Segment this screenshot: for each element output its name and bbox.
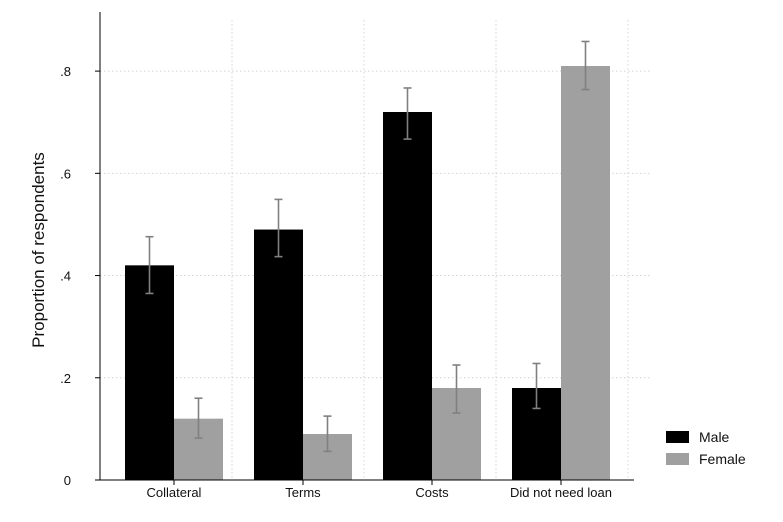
error-bars xyxy=(145,40,590,453)
y-axis-title: Proportion of respondents xyxy=(29,152,48,348)
legend-label-male: Male xyxy=(699,429,730,445)
x-tick-label: Costs xyxy=(415,485,449,500)
legend: Male Female xyxy=(666,429,746,467)
legend-swatch-male xyxy=(666,431,689,443)
bar-female-3 xyxy=(561,66,610,480)
legend-swatch-female xyxy=(666,453,689,465)
bar-male-1 xyxy=(254,229,303,480)
bars xyxy=(125,66,610,480)
y-tick-label: .8 xyxy=(60,64,71,79)
y-tick-label: .2 xyxy=(60,371,71,386)
axes: 0 .2 .4 .6 .8 Collateral Terms Costs Did not nee… xyxy=(60,12,634,500)
x-tick-label: Terms xyxy=(285,485,321,500)
legend-label-female: Female xyxy=(699,451,746,467)
y-tick-label: .6 xyxy=(60,166,71,181)
bar-male-0 xyxy=(125,265,174,480)
y-tick-label: 0 xyxy=(64,473,71,488)
x-tick-label: Collateral xyxy=(147,485,202,500)
x-tick-label: Did not need loan xyxy=(510,485,612,500)
bar-male-2 xyxy=(383,112,432,480)
y-tick-label: .4 xyxy=(60,269,71,284)
